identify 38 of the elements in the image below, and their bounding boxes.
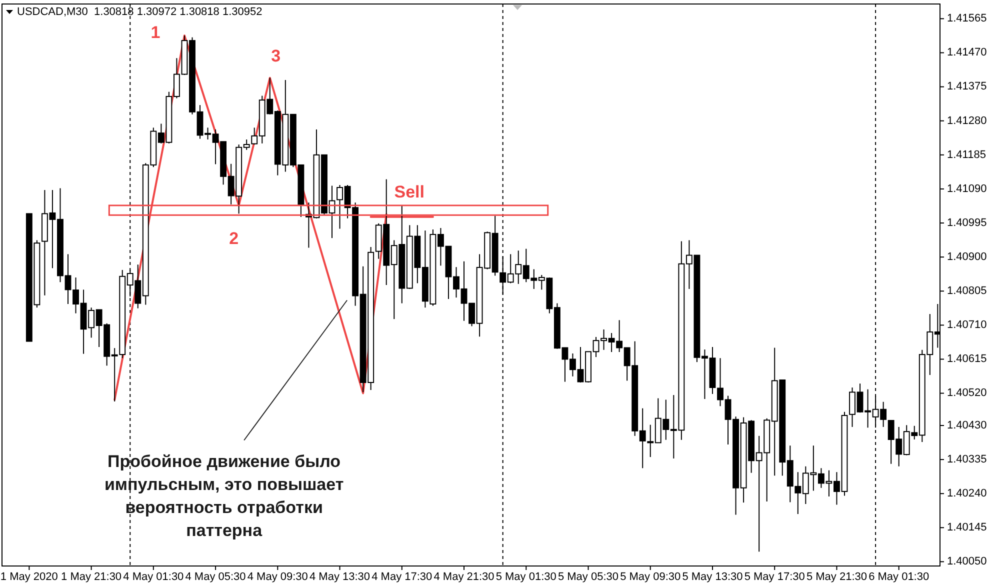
annotation: 1: [150, 23, 160, 42]
y-tick-label: 1.40710: [947, 319, 987, 332]
x-tick-label: 4 May 05:30: [185, 571, 246, 583]
x-tick-label: 5 May 09:30: [620, 571, 681, 583]
y-tick-label: 1.40805: [947, 285, 987, 297]
y-tick-label: 1.41470: [947, 46, 987, 59]
x-tick-label: 1 May 21:30: [61, 571, 122, 583]
x-tick-label: 5 May 17:30: [744, 571, 805, 583]
annotation: Пробойное движение было импульсным, это повышает вероятность отработки паттерна: [104, 452, 344, 540]
annotation: 3: [271, 46, 281, 66]
x-tick-label: 5 May 21:30: [806, 571, 867, 583]
annotation: 2: [229, 228, 239, 248]
y-tick-label: 1.40900: [947, 250, 987, 263]
y-tick-label: 1.40335: [947, 453, 987, 466]
x-tick-label: 6 May 01:30: [868, 571, 930, 583]
y-tick-label: 1.40430: [947, 419, 987, 432]
y-tick-label: 1.40145: [947, 522, 987, 534]
annotation: Sell: [394, 182, 424, 202]
y-tick-label: 1.41185: [947, 148, 986, 161]
y-tick-label: 1.41375: [947, 80, 987, 93]
chart-title: USDCAD,M30 1.30818 1.30972 1.30818 1.30952: [17, 6, 262, 18]
x-tick-label: 5 May 13:30: [682, 571, 743, 583]
x-tick-label: 4 May 13:30: [310, 571, 370, 583]
x-tick-label: 5 May 05:30: [558, 571, 619, 583]
x-tick-label: 1 May 2020: [0, 571, 58, 583]
y-tick-label: 1.41090: [947, 182, 987, 195]
y-tick-label: 1.40995: [947, 216, 987, 229]
y-tick-label: 1.40240: [947, 488, 987, 500]
x-tick-label: 4 May 09:30: [247, 571, 308, 583]
y-tick-label: 1.41565: [947, 12, 987, 25]
y-tick-label: 1.41280: [947, 114, 987, 127]
x-tick-label: 4 May 01:30: [123, 571, 184, 583]
x-tick-label: 4 May 17:30: [372, 571, 432, 583]
x-tick-label: 4 May 21:30: [434, 571, 494, 583]
x-tick-label: 5 May 01:30: [496, 571, 556, 583]
y-tick-label: 1.40050: [947, 556, 987, 568]
y-tick-label: 1.40520: [947, 387, 987, 400]
y-tick-label: 1.40615: [947, 353, 987, 366]
